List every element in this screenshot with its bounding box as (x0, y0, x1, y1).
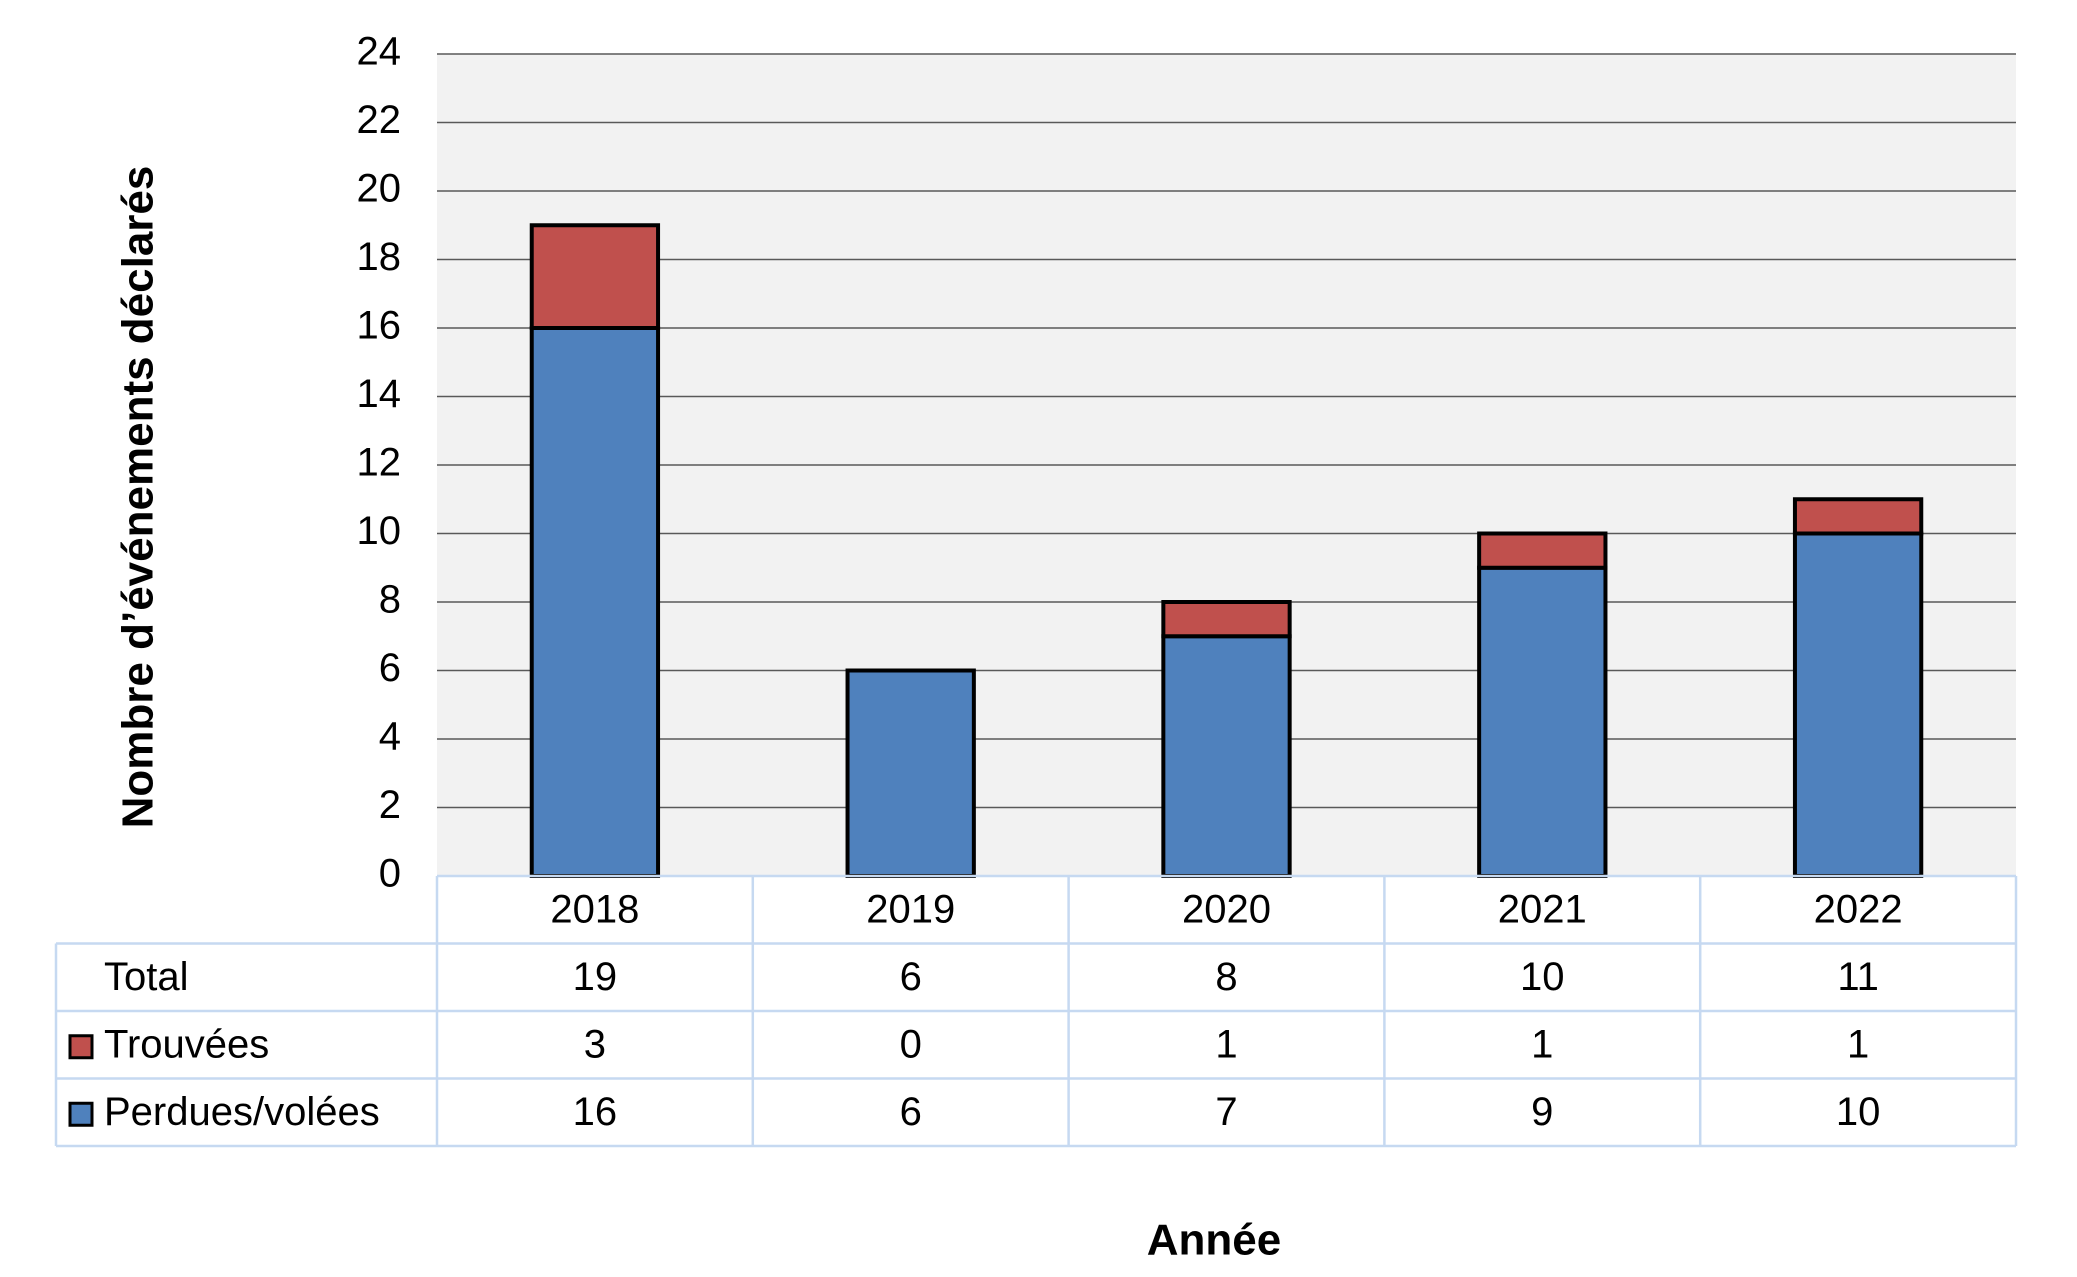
table-cell: 10 (1520, 955, 1565, 999)
table-cell: 1 (1847, 1022, 1869, 1066)
table-cell: 1 (1531, 1022, 1553, 1066)
table-cell: 10 (1836, 1090, 1881, 1134)
table-cell: 19 (573, 955, 618, 999)
table-row-label: Trouvées (104, 1022, 269, 1066)
y-tick-label: 22 (357, 98, 402, 142)
x-tick-label: 2022 (1814, 887, 1903, 931)
bar-segment (1792, 497, 1924, 536)
y-tick-label: 4 (379, 715, 401, 759)
bar-segment (1477, 531, 1608, 570)
table-cell: 8 (1215, 955, 1237, 999)
table-cell: 1 (1215, 1022, 1237, 1066)
bar-segment (529, 326, 661, 878)
x-axis-title: Année (1147, 1216, 1281, 1265)
x-tick-label: 2019 (866, 887, 955, 931)
bar-segment (529, 223, 661, 330)
y-tick-label: 20 (357, 167, 402, 211)
bar-segment (1161, 634, 1292, 878)
y-tick-label: 6 (379, 646, 401, 690)
y-tick-label: 14 (357, 372, 402, 416)
table-row-label: Total (104, 955, 189, 999)
table-cell: 3 (584, 1022, 606, 1066)
y-tick-label: 10 (357, 509, 402, 553)
x-tick-label: 2020 (1182, 887, 1271, 931)
bar-segment (1477, 565, 1608, 878)
table-cell: 7 (1215, 1090, 1237, 1134)
bar-segment (845, 668, 976, 878)
y-tick-label: 18 (357, 235, 402, 279)
table-row-label: Perdues/volées (104, 1090, 380, 1134)
bar-segment (1161, 600, 1292, 639)
table-cell: 6 (900, 955, 922, 999)
table-cell: 16 (573, 1090, 618, 1134)
y-tick-label: 0 (379, 852, 401, 896)
y-tick-label: 8 (379, 578, 401, 622)
y-tick-label: 16 (357, 304, 402, 348)
legend-swatch (68, 1034, 94, 1060)
bar-segment (1792, 531, 1924, 878)
y-axis-title: Nombre d’événements déclarés (114, 166, 163, 829)
table-cell: 11 (1837, 955, 1879, 999)
table-cell: 6 (900, 1090, 922, 1134)
y-tick-label: 12 (357, 441, 402, 485)
x-tick-label: 2021 (1498, 887, 1587, 931)
y-tick-label: 24 (357, 30, 402, 74)
y-tick-label: 2 (379, 783, 401, 827)
table-cell: 0 (900, 1022, 922, 1066)
x-tick-label: 2018 (550, 887, 639, 931)
table-cell: 9 (1531, 1090, 1553, 1134)
legend-swatch (68, 1101, 94, 1127)
